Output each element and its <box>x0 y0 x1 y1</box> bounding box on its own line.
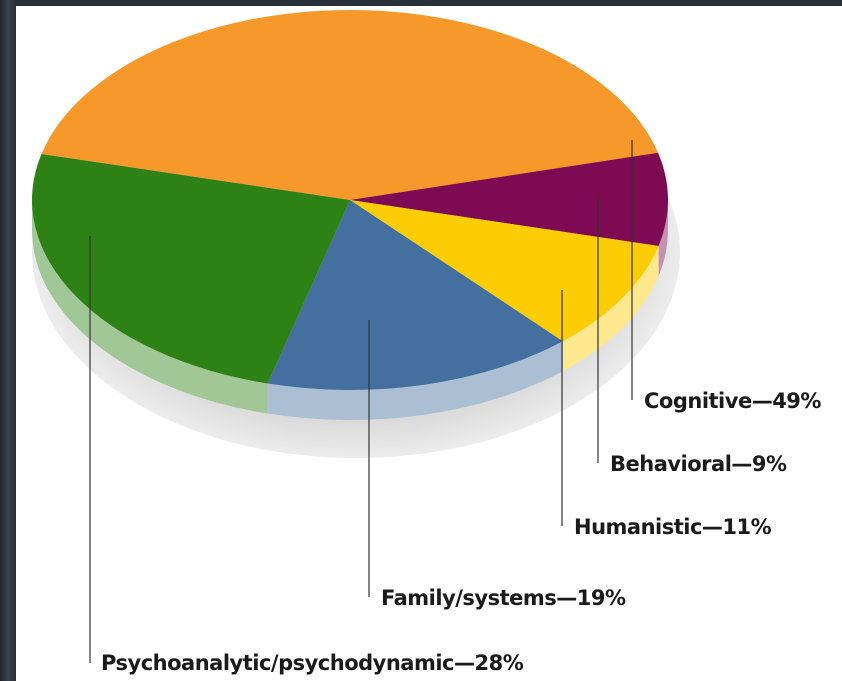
pie-side-family-systems <box>267 341 563 420</box>
slice-label-psychoanalytic-psychodynamic: Psychoanalytic/psychodynamic—28% <box>101 651 524 675</box>
slice-label-cognitive: Cognitive—49% <box>644 389 821 413</box>
pie-slice-psychoanalytic-psychodynamic <box>31 154 351 384</box>
pie-side-humanistic <box>562 245 659 372</box>
pie-slice-humanistic <box>350 200 659 342</box>
slice-label-family-systems: Family/systems—19% <box>381 586 626 610</box>
pie-slice-family-systems <box>267 200 563 390</box>
pie-side-behavioral <box>658 200 668 276</box>
slice-label-behavioral: Behavioral—9% <box>610 452 787 476</box>
pie-side-psychoanalytic-psychodynamic <box>32 200 268 414</box>
pie-slice-behavioral <box>350 152 668 246</box>
slice-label-humanistic: Humanistic—11% <box>574 515 772 539</box>
pie-slice-cognitive <box>41 10 659 200</box>
